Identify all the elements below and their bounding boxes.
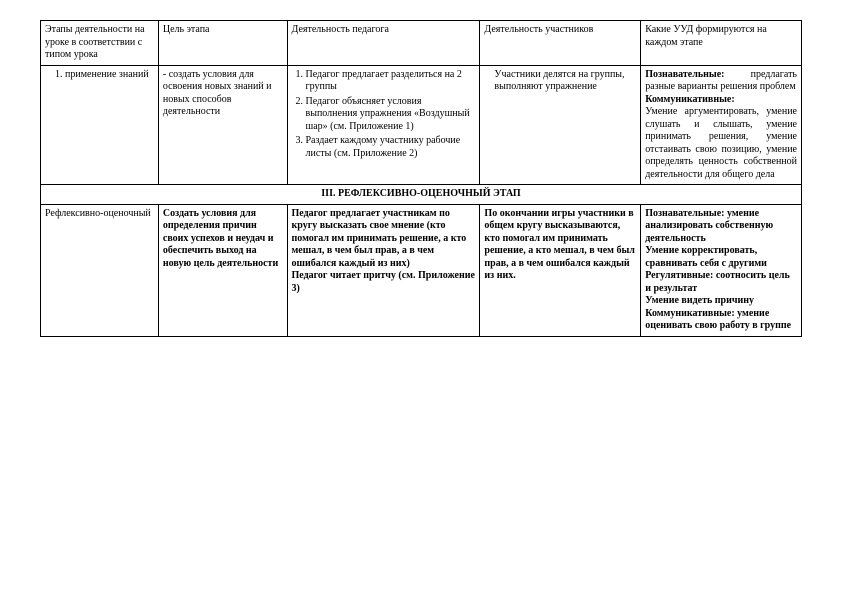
document-page: Этапы деятельности на уроке в соответств… xyxy=(0,0,842,595)
cell-stage: 1. применение знаний xyxy=(41,65,159,185)
uud-reg-text2: Умение видеть причину xyxy=(645,295,754,306)
uud-reg-label: Регулятивные: xyxy=(645,270,713,281)
uud-comm-label: Коммуникативные: xyxy=(645,94,734,105)
cell-teacher: Педагог предлагает участникам по кругу в… xyxy=(287,204,480,336)
col-header-participants: Деятельность участников xyxy=(480,21,641,66)
table-row: Рефлексивно-оценочный Создать условия дл… xyxy=(41,204,802,336)
col-header-uud: Какие УУД формируются на каждом этапе xyxy=(641,21,802,66)
teacher-activity-list: Педагог предлагает разделиться на 2 груп… xyxy=(292,69,476,161)
cell-goal: Создать условия для определения причин с… xyxy=(158,204,287,336)
list-item: Раздает каждому участнику рабочие листы … xyxy=(306,135,476,160)
table-row: 1. применение знаний - создать условия д… xyxy=(41,65,802,185)
section-header-row: III. РЕФЛЕКСИВНО-ОЦЕНОЧНЫЙ ЭТАП xyxy=(41,185,802,205)
list-item: Педагог предлагает разделиться на 2 груп… xyxy=(306,69,476,94)
cell-participants: По окончании игры участники в общем круг… xyxy=(480,204,641,336)
uud-comm-text: Умение аргументировать, умение слушать и… xyxy=(645,106,797,180)
col-header-teacher: Деятельность педагога xyxy=(287,21,480,66)
table-header-row: Этапы деятельности на уроке в соответств… xyxy=(41,21,802,66)
col-header-stage: Этапы деятельности на уроке в соответств… xyxy=(41,21,159,66)
teacher-text-2: Педагог читает притчу (см. Приложение 3) xyxy=(292,270,475,294)
cell-teacher: Педагог предлагает разделиться на 2 груп… xyxy=(287,65,480,185)
uud-cog-text2: Умение корректировать, сравнивать себя с… xyxy=(645,245,767,269)
uud-comm-label: Коммуникативные: xyxy=(645,308,734,319)
cell-goal: - создать условия для освоения новых зна… xyxy=(158,65,287,185)
teacher-text-1: Педагог предлагает участникам по кругу в… xyxy=(292,208,467,269)
uud-cog-label: Познавательные: xyxy=(645,208,724,219)
list-item: Педагог объясняет условия выполнения упр… xyxy=(306,96,476,134)
col-header-goal: Цель этапа xyxy=(158,21,287,66)
cell-uud: Познавательные: умение анализировать соб… xyxy=(641,204,802,336)
cell-uud: Познавательные: предлагать разные вариан… xyxy=(641,65,802,185)
cell-participants: Участники делятся на группы, выполняют у… xyxy=(480,65,641,185)
lesson-table: Этапы деятельности на уроке в соответств… xyxy=(40,20,802,337)
uud-cog-label: Познавательные: xyxy=(645,69,724,80)
section-header-cell: III. РЕФЛЕКСИВНО-ОЦЕНОЧНЫЙ ЭТАП xyxy=(41,185,802,205)
cell-stage: Рефлексивно-оценочный xyxy=(41,204,159,336)
